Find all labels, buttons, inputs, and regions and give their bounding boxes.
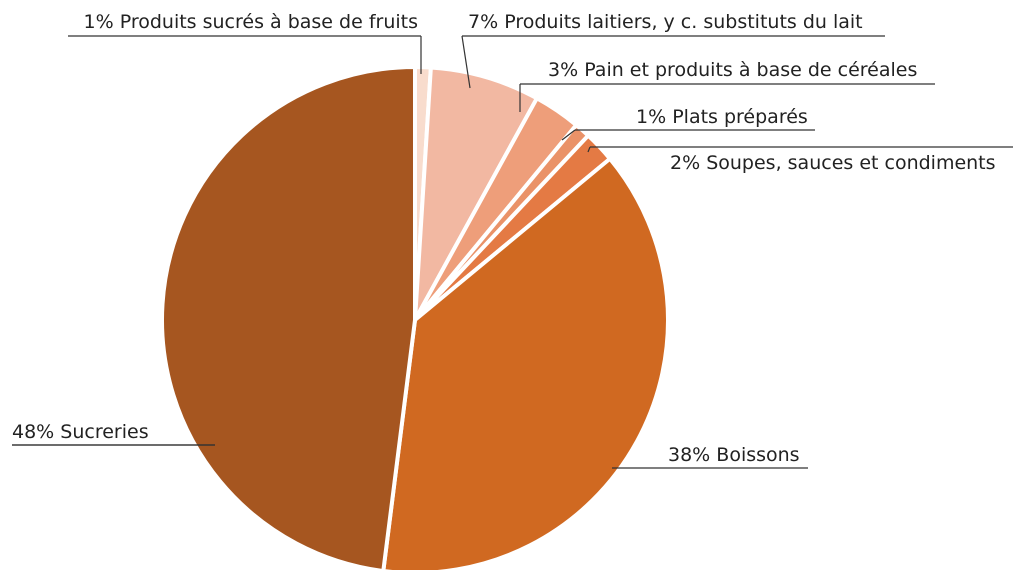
slice-category: Produits laitiers, y c. substituts du la… (504, 11, 862, 33)
pie-slice (381, 156, 670, 570)
slice-label: 1% Plats préparés (636, 106, 808, 128)
slice-value-label: 7% (468, 11, 498, 33)
leader-line (587, 146, 591, 153)
slice-value-label: 2% (670, 152, 700, 174)
slice-label: 1% Produits sucrés à base de fruits (84, 11, 419, 33)
slice-category: Plats préparés (672, 106, 808, 128)
slice-label: 48% Sucreries (12, 421, 149, 443)
slice-value-label: 3% (548, 59, 578, 81)
slice-label: 2% Soupes, sauces et condiments (670, 152, 996, 174)
slice-label: 38% Boissons (668, 444, 800, 466)
pie-slice (160, 65, 417, 570)
slice-category: Boissons (716, 444, 799, 466)
slice-category: Sucreries (60, 421, 148, 443)
slice-label: 7% Produits laitiers, y c. substituts du… (468, 11, 863, 33)
slice-value-label: 38% (668, 444, 710, 466)
slice-value-label: 1% (84, 11, 114, 33)
leader-line (461, 35, 471, 89)
slice-category: Soupes, sauces et condiments (706, 152, 995, 174)
slice-value-label: 48% (12, 421, 54, 443)
pie-slice (413, 65, 539, 322)
slice-label: 3% Pain et produits à base de céréales (548, 59, 917, 81)
leader-line (561, 129, 576, 141)
slice-value-label: 1% (636, 106, 666, 128)
slice-category: Produits sucrés à base de fruits (120, 11, 418, 33)
slice-category: Pain et produits à base de céréales (584, 59, 917, 81)
